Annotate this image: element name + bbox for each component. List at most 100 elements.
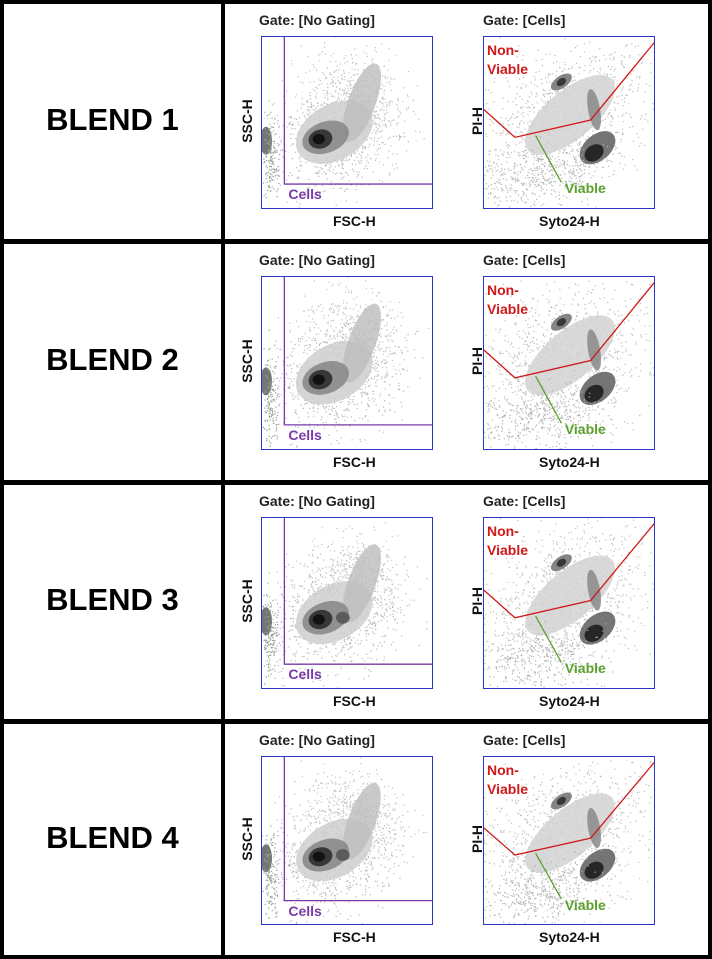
scatter-density [262, 518, 432, 688]
event-dots [262, 825, 286, 919]
density-blob [262, 367, 272, 396]
viability-gate-title: Gate: [Cells] [483, 493, 566, 509]
density-blob [584, 861, 604, 879]
density-blob [262, 844, 272, 873]
scatter-plot-frame: Cells [261, 517, 433, 689]
viable-pointer-line [535, 375, 562, 424]
density-blob [584, 384, 604, 403]
fsc-ssc-plot: Gate: [No Gating] Cells FSC-H SSC-H [239, 250, 443, 476]
scatter-y-label: SSC-H [238, 339, 255, 383]
nonviable-gate-line [484, 522, 654, 619]
blend-label-cell: BLEND 4 [4, 724, 221, 955]
density-blob [556, 796, 567, 805]
blend-label: BLEND 1 [46, 101, 179, 137]
plots-cell: Gate: [No Gating] Cells FSC-H SSC-H Gate… [225, 244, 708, 480]
viability-gate-title: Gate: [Cells] [483, 732, 566, 748]
event-dots [304, 277, 419, 413]
scatter-density [262, 277, 432, 449]
scatter-x-label: FSC-H [333, 693, 376, 709]
viable-label: Viable [564, 420, 606, 437]
viability-plot-frame: Non- Viable Viable [483, 36, 655, 209]
viable-label: Viable [564, 896, 606, 913]
viability-density [484, 757, 654, 924]
blend-label-cell: BLEND 2 [4, 244, 221, 480]
plots-cell: Gate: [No Gating] Cells FSC-H SSC-H Gate… [225, 724, 708, 955]
viability-plot-frame: Non- Viable Viable [483, 276, 655, 450]
viability-plot-frame: Non- Viable Viable [483, 756, 655, 925]
nonviable-label-line2: Viable [487, 542, 528, 558]
scatter-y-label: SSC-H [238, 98, 255, 143]
fsc-ssc-plot: Gate: [No Gating] Cells FSC-H SSC-H [239, 491, 443, 715]
cells-gate-line [283, 518, 432, 665]
scatter-gate-title: Gate: [No Gating] [259, 493, 375, 509]
viability-plot-frame: Non- Viable Viable [483, 517, 655, 689]
viability-y-label: PI-H [469, 106, 485, 135]
scatter-plot-frame: Cells [261, 276, 433, 450]
syto-pi-plot: Gate: [Cells] Non- Viable Viable Syto24-… [461, 10, 661, 235]
event-dots [280, 522, 421, 646]
viable-label: Viable [564, 660, 606, 677]
blend-row: BLEND 1 Gate: [No Gating] Cells FSC-H SS… [0, 4, 712, 239]
scatter-gate-title: Gate: [No Gating] [259, 12, 375, 28]
density-blob [556, 318, 567, 327]
density-blob [335, 611, 350, 624]
scatter-gate-title: Gate: [No Gating] [259, 252, 375, 268]
density-blob [312, 614, 325, 625]
syto-pi-plot: Gate: [Cells] Non- Viable Viable Syto24-… [461, 491, 661, 715]
nonviable-gate-line [484, 41, 654, 139]
scatter-x-label: FSC-H [333, 929, 376, 945]
nonviable-gate-line [484, 281, 654, 379]
syto-pi-plot: Gate: [Cells] Non- Viable Viable Syto24-… [461, 730, 661, 951]
scatter-x-label: FSC-H [333, 213, 376, 229]
scatter-plot-frame: Cells [261, 36, 433, 209]
blend-row: BLEND 2 Gate: [No Gating] Cells FSC-H SS… [0, 244, 712, 480]
viable-label: Viable [564, 179, 606, 196]
blend-label: BLEND 2 [46, 342, 179, 377]
scatter-gate-title: Gate: [No Gating] [259, 732, 375, 748]
density-blob [342, 303, 382, 383]
density-blob [342, 544, 381, 623]
event-dots [262, 329, 280, 447]
nonviable-label-line1: Non- [487, 762, 519, 778]
viability-x-label: Syto24-H [539, 213, 600, 229]
density-blob [584, 624, 604, 642]
scatter-plot-frame: Cells [261, 756, 433, 925]
plots-cell: Gate: [No Gating] Cells FSC-H SSC-H Gate… [225, 4, 708, 239]
viability-y-label: PI-H [469, 587, 485, 615]
nonviable-gate-line [484, 761, 654, 856]
density-blob [556, 558, 567, 567]
viability-gate-title: Gate: [Cells] [483, 252, 566, 268]
cells-gate-label: Cells [288, 426, 322, 443]
viability-density [484, 37, 654, 208]
viability-density [484, 518, 654, 688]
event-dots [262, 111, 284, 199]
plots-cell: Gate: [No Gating] Cells FSC-H SSC-H Gate… [225, 485, 708, 719]
density-blob [335, 849, 350, 861]
density-blob [262, 126, 272, 155]
cells-gate-line [283, 757, 432, 902]
viable-pointer-line [535, 853, 562, 900]
scatter-density [262, 757, 432, 924]
density-blob [312, 851, 325, 862]
blend-label-cell: BLEND 1 [4, 4, 221, 239]
fsc-ssc-plot: Gate: [No Gating] Cells FSC-H SSC-H [239, 10, 443, 235]
nonviable-label-line1: Non- [487, 42, 519, 58]
density-blob [556, 77, 567, 87]
viability-y-label: PI-H [469, 347, 485, 375]
event-dots [262, 582, 283, 685]
fsc-ssc-plot: Gate: [No Gating] Cells FSC-H SSC-H [239, 730, 443, 951]
scatter-x-label: FSC-H [333, 454, 376, 470]
scatter-y-label: SSC-H [238, 816, 255, 861]
nonviable-label-line1: Non- [487, 282, 519, 298]
cells-gate-label: Cells [288, 186, 322, 203]
blend-row: BLEND 3 Gate: [No Gating] Cells FSC-H SS… [0, 485, 712, 719]
cells-gate-line [283, 277, 432, 426]
scatter-density [262, 37, 432, 208]
event-dots [265, 526, 428, 688]
viability-gate-title: Gate: [Cells] [483, 12, 566, 28]
viability-x-label: Syto24-H [539, 693, 600, 709]
nonviable-label-line2: Viable [487, 301, 528, 317]
blend-label-cell: BLEND 3 [4, 485, 221, 719]
viability-x-label: Syto24-H [539, 454, 600, 470]
cells-gate-label: Cells [288, 666, 322, 683]
